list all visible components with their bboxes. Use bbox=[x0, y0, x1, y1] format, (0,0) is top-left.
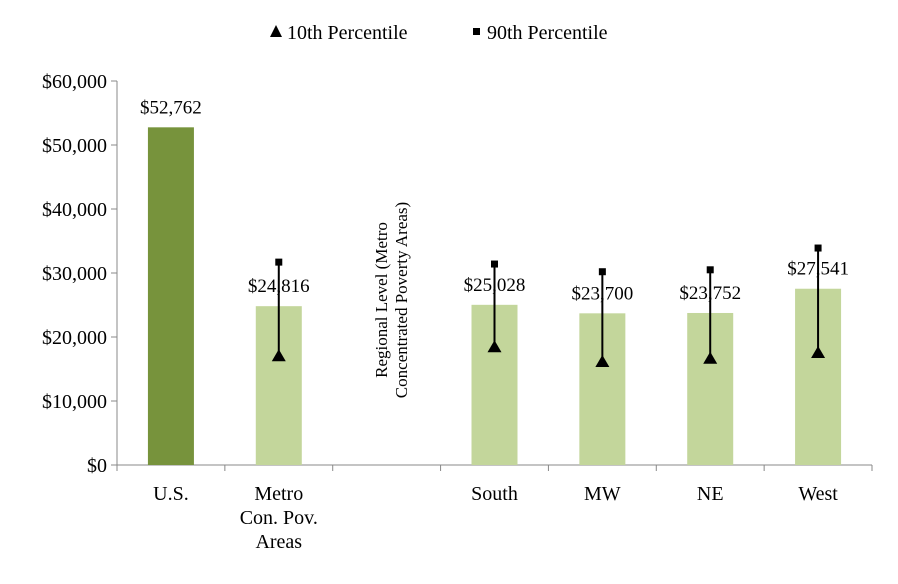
x-tick-label: South bbox=[471, 483, 518, 505]
legend-square-icon bbox=[473, 28, 480, 35]
x-tick-label: Con. Pov. bbox=[240, 507, 318, 529]
data-label: $52,762 bbox=[140, 97, 202, 118]
legend-triangle-icon bbox=[270, 25, 282, 37]
x-tick-label: West bbox=[798, 483, 838, 505]
x-tick-label: Areas bbox=[255, 531, 302, 553]
y-tick-label: $10,000 bbox=[42, 391, 107, 413]
p10-marker bbox=[811, 346, 826, 358]
data-label: $25,028 bbox=[464, 275, 526, 296]
annotation-line: Regional Level (Metro bbox=[372, 222, 391, 378]
data-label: $27,541 bbox=[787, 259, 849, 280]
legend-label: 90th Percentile bbox=[487, 22, 608, 44]
y-tick-label: $0 bbox=[87, 455, 107, 477]
bar bbox=[147, 127, 194, 466]
p10-marker bbox=[595, 354, 610, 367]
annotation-line: Concentrated Poverty Areas) bbox=[392, 202, 411, 398]
y-tick-label: $50,000 bbox=[42, 135, 107, 157]
x-tick-label: NE bbox=[697, 483, 724, 505]
bars bbox=[147, 127, 842, 466]
axes: $0 $10,000 $20,000 $30,000 $40,000 $50,000 $60… bbox=[42, 71, 873, 553]
x-tick-label: MW bbox=[584, 483, 621, 505]
p90-marker bbox=[814, 244, 822, 252]
p10-marker bbox=[271, 349, 286, 362]
legend-label: 10th Percentile bbox=[287, 22, 408, 44]
p10-marker bbox=[487, 340, 502, 353]
p90-marker bbox=[491, 260, 498, 268]
p10-marker bbox=[703, 351, 718, 364]
x-tick-label: Metro bbox=[254, 483, 303, 505]
data-label: $23,700 bbox=[571, 283, 633, 304]
legend: 10th Percentile 90th Percentile bbox=[270, 22, 608, 44]
y-tick-label: $60,000 bbox=[42, 71, 107, 93]
percentile-marks bbox=[271, 244, 826, 367]
data-labels: $52,762 $24,816 $25,028 $23,700 $23,752 $27,5… bbox=[140, 97, 849, 304]
p90-marker bbox=[275, 258, 283, 266]
data-label: $24,816 bbox=[248, 276, 310, 297]
x-tick-label: U.S. bbox=[153, 483, 189, 505]
p90-marker bbox=[598, 268, 606, 276]
data-label: $23,752 bbox=[679, 283, 741, 304]
regional-annotation: Regional Level (MetroConcentrated Povert… bbox=[372, 202, 411, 398]
y-tick-label: $20,000 bbox=[42, 327, 107, 349]
y-tick-label: $40,000 bbox=[42, 199, 107, 221]
p90-marker bbox=[706, 266, 714, 274]
y-tick-label: $30,000 bbox=[42, 263, 107, 285]
